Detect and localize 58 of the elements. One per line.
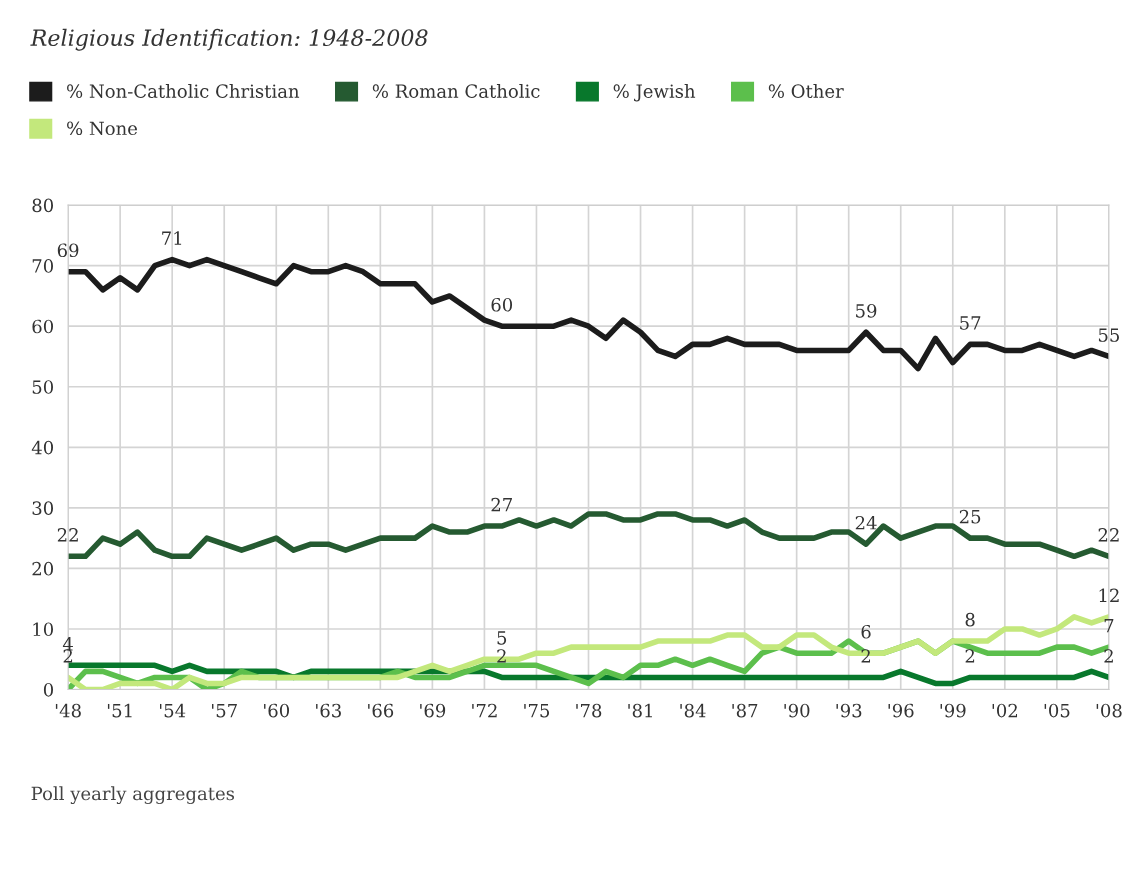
data-label: 12: [1099, 588, 1119, 602]
data-label: 55: [1098, 328, 1119, 342]
y-tick-label: 30: [32, 501, 54, 515]
data-label: 60: [491, 297, 513, 312]
x-tick-label: '87: [732, 703, 758, 718]
x-tick-label: '96: [888, 703, 914, 718]
x-tick-label: '84: [680, 703, 706, 718]
y-tick-label: 60: [32, 319, 54, 334]
x-tick-label: '78: [576, 703, 602, 718]
x-tick-label: '54: [159, 703, 186, 718]
data-label: 25: [959, 509, 981, 524]
x-tick-label: '75: [524, 703, 550, 718]
y-tick-label: 80: [32, 198, 54, 213]
x-tick-label: '60: [264, 703, 290, 718]
y-tick-label: 50: [32, 380, 54, 394]
data-label: 22: [1098, 528, 1119, 542]
data-label: 27: [491, 497, 512, 512]
data-label: 69: [57, 243, 79, 258]
data-label: 2: [1104, 649, 1113, 663]
y-tick-label: 0: [43, 682, 54, 697]
x-tick-label: '51: [107, 703, 132, 718]
x-tick-label: '72: [472, 703, 497, 718]
legend-label: % Other: [768, 83, 844, 98]
x-tick-label: '08: [1096, 703, 1122, 718]
data-label: 57: [960, 316, 981, 330]
data-label: 24: [855, 515, 877, 530]
y-tick-label: 70: [32, 259, 54, 273]
y-tick-label: 10: [33, 622, 54, 637]
data-label: 4: [62, 637, 73, 651]
y-tick-label: 20: [32, 561, 54, 576]
data-label: 71: [162, 231, 182, 245]
data-label: 59: [856, 303, 877, 318]
data-label: 2: [497, 649, 506, 663]
legend-label: % Jewish: [613, 83, 696, 102]
x-tick-label: '81: [628, 703, 652, 718]
data-label: 2: [63, 649, 73, 663]
x-tick-label: '57: [212, 703, 237, 718]
x-tick-label: '93: [836, 703, 862, 718]
x-tick-label: '99: [940, 703, 966, 718]
x-tick-label: '63: [316, 703, 341, 718]
x-tick-label: '48: [55, 703, 81, 718]
legend-label: % Roman Catholic: [372, 83, 540, 98]
data-label: 8: [965, 612, 975, 627]
x-tick-label: '66: [368, 703, 394, 718]
data-label: 7: [1104, 619, 1114, 633]
data-label: 5: [497, 631, 507, 645]
data-label: 6: [861, 624, 871, 639]
data-label: 2: [965, 649, 975, 663]
legend-label: % None: [67, 121, 138, 136]
x-tick-label: '90: [784, 703, 810, 718]
x-tick-label: '02: [992, 703, 1018, 718]
x-tick-label: '69: [420, 703, 446, 718]
x-tick-label: '05: [1044, 703, 1070, 718]
data-label: 22: [57, 528, 78, 542]
y-tick-label: 40: [31, 440, 54, 455]
text: Poll yearly aggregates: [31, 786, 235, 805]
legend-label: % Non-Catholic Christian: [67, 83, 300, 98]
chart-title: Religious Identification: 1948-2008: [30, 28, 428, 51]
